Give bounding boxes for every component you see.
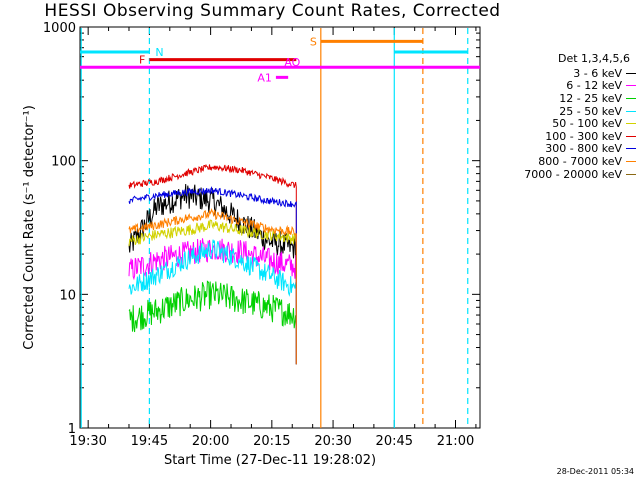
legend-swatch bbox=[626, 135, 636, 137]
legend-item: 7000 - 20000 keV bbox=[500, 168, 636, 181]
legend-header: Det 1,3,4,5,6 bbox=[557, 52, 630, 65]
legend-swatch bbox=[626, 110, 636, 112]
timestamp: 28-Dec-2011 05:34 bbox=[556, 467, 634, 476]
legend-label: 800 - 7000 keV bbox=[538, 154, 622, 168]
legend-swatch bbox=[626, 148, 636, 150]
legend-item: 12 - 25 keV bbox=[500, 92, 636, 105]
series-line bbox=[128, 208, 297, 365]
legend-swatch bbox=[626, 72, 636, 74]
series-line bbox=[128, 238, 297, 365]
flag-label-ao: AO bbox=[284, 56, 300, 69]
y-tick-label: 10 bbox=[59, 288, 76, 303]
y-tick-label: 1 bbox=[68, 422, 76, 437]
x-tick-label: 19:45 bbox=[131, 434, 168, 449]
x-axis-label: Start Time (27-Dec-11 19:28:02) bbox=[164, 453, 376, 468]
series-line bbox=[128, 163, 297, 365]
x-tick-label: 20:15 bbox=[253, 434, 290, 449]
x-tick-label: 20:45 bbox=[376, 434, 413, 449]
legend-swatch bbox=[626, 123, 636, 125]
flag-label-a1: A1 bbox=[257, 71, 272, 84]
legend-item: 300 - 800 keV bbox=[500, 142, 636, 156]
series-line bbox=[128, 183, 297, 365]
legend-swatch bbox=[626, 85, 636, 87]
x-tick-label: 20:30 bbox=[314, 434, 351, 449]
x-tick-label: 20:00 bbox=[192, 434, 229, 449]
legend-label: 3 - 6 keV bbox=[573, 66, 622, 80]
legend-item: 50 - 100 keV bbox=[500, 117, 636, 130]
flag-label-s: S bbox=[310, 35, 317, 48]
legend-swatch bbox=[626, 160, 636, 162]
y-axis-label: Corrected Count Rate (s⁻¹ detector⁻¹) bbox=[22, 105, 37, 350]
legend-item: 800 - 7000 keV bbox=[500, 155, 636, 168]
flag-label-f: F bbox=[139, 54, 145, 67]
legend-swatch bbox=[626, 97, 636, 99]
plot-frame bbox=[79, 26, 481, 429]
series-line bbox=[128, 186, 297, 365]
y-tick-label: 100 bbox=[51, 155, 76, 170]
legend-item: 3 - 6 keV bbox=[500, 67, 636, 80]
legend-label: 300 - 800 keV bbox=[545, 142, 622, 156]
flag-label-n: N bbox=[155, 46, 163, 59]
legend-label: 12 - 25 keV bbox=[559, 91, 622, 105]
chart-title: HESSI Observing Summary Count Rates, Cor… bbox=[44, 1, 501, 21]
series-line bbox=[128, 280, 297, 365]
legend-label: 25 - 50 keV bbox=[559, 104, 622, 118]
legend-label: 6 - 12 keV bbox=[566, 79, 622, 93]
legend-label: 100 - 300 keV bbox=[545, 129, 622, 143]
legend-label: 7000 - 20000 keV bbox=[524, 167, 622, 181]
legend-item: 25 - 50 keV bbox=[500, 105, 636, 118]
legend-label: 50 - 100 keV bbox=[552, 117, 622, 131]
x-tick-label: 21:00 bbox=[437, 434, 474, 449]
series-line bbox=[128, 239, 297, 365]
legend: Det 1,3,4,5,6 3 - 6 keV 6 - 12 keV 12 - 25… bbox=[500, 52, 636, 181]
legend-item: 6 - 12 keV bbox=[500, 79, 636, 93]
legend-swatch bbox=[626, 173, 636, 175]
legend-item: 100 - 300 keV bbox=[500, 130, 636, 143]
y-tick-label: 1000 bbox=[43, 21, 76, 36]
x-tick-label: 19:30 bbox=[69, 434, 106, 449]
